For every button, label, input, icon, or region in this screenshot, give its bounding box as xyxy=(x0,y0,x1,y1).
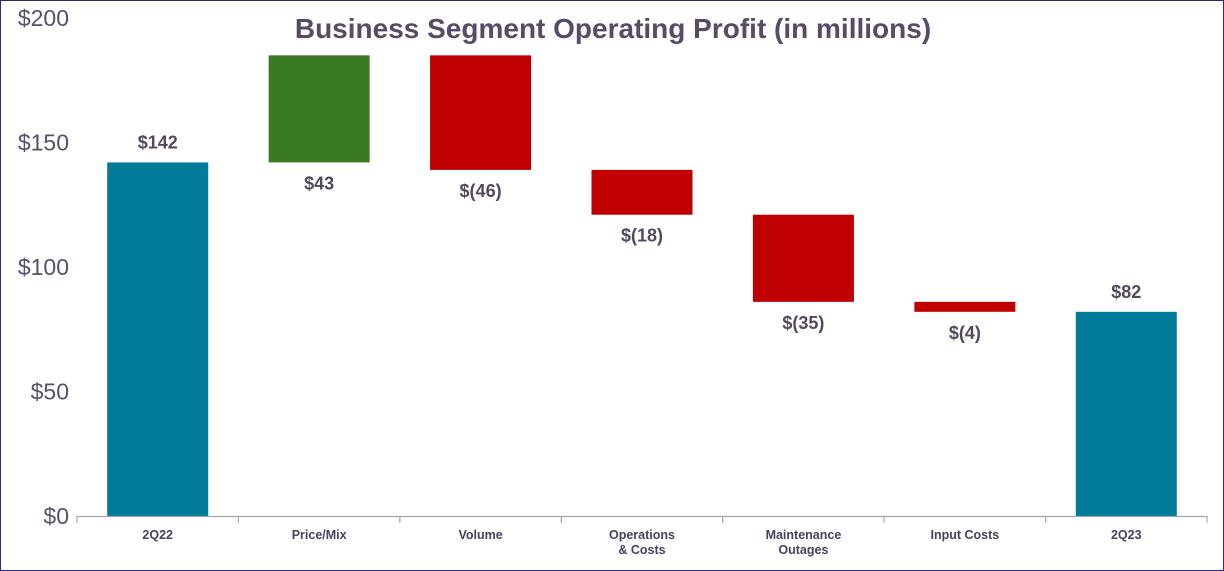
data-label: $82 xyxy=(1111,282,1141,302)
x-tick-label: Maintenance Outages xyxy=(766,528,842,557)
bar xyxy=(914,301,1016,312)
x-tick-label: Price/Mix xyxy=(292,528,347,542)
y-axis: $0 $50 $100 $150 $200 xyxy=(18,5,69,529)
bar xyxy=(1075,311,1177,516)
x-tick-label: Volume xyxy=(458,528,502,542)
data-label: $(18) xyxy=(621,226,663,246)
bar xyxy=(591,169,693,215)
x-axis: 2Q22 Price/Mix Volume Operations & Costs Main… xyxy=(76,515,1208,557)
y-tick-label: $200 xyxy=(18,5,69,31)
x-tick-label: 2Q23 xyxy=(1111,528,1142,542)
bar xyxy=(430,55,532,170)
y-tick-label: $100 xyxy=(18,254,69,280)
data-label: $142 xyxy=(138,132,178,152)
bars xyxy=(107,55,1177,517)
data-label: $(35) xyxy=(782,313,824,333)
x-tick-label: 2Q22 xyxy=(142,528,173,542)
y-tick-label: $0 xyxy=(43,503,69,529)
y-tick-label: $50 xyxy=(31,379,69,405)
data-label: $(4) xyxy=(949,323,981,343)
bar xyxy=(107,162,209,517)
x-tick-label: Input Costs xyxy=(930,528,999,542)
y-tick-label: $150 xyxy=(18,130,69,156)
data-label: $(46) xyxy=(460,181,502,201)
bar xyxy=(752,214,854,302)
bar xyxy=(268,55,370,163)
x-tick-label: Operations & Costs xyxy=(609,528,675,557)
data-labels: $142 $43 $(46) $(18) $(35) $(4) $82 xyxy=(138,132,1142,342)
data-label: $43 xyxy=(304,173,334,193)
chart-title: Business Segment Operating Profit (in mi… xyxy=(295,13,931,44)
